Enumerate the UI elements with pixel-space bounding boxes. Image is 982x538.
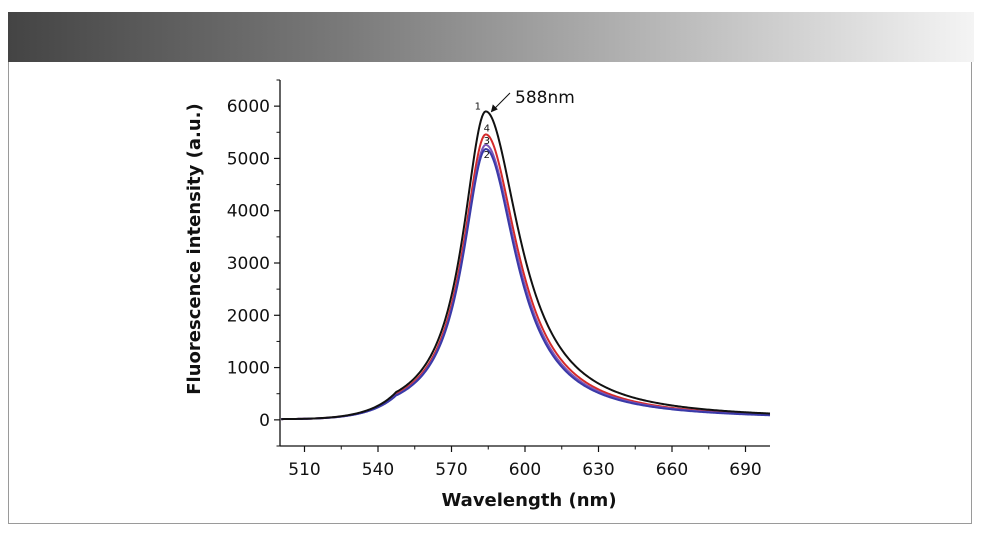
x-axis-title: Wavelength (nm) <box>441 490 616 511</box>
x-tick-label: 600 <box>509 460 541 480</box>
figure-frame <box>8 62 972 524</box>
y-tick-label: 6000 <box>227 97 270 117</box>
curve-label-4: 4 <box>484 123 490 134</box>
series-line-4 <box>281 133 771 421</box>
y-tick-label: 1000 <box>227 359 270 379</box>
curve-label-1: 1 <box>475 101 481 112</box>
y-tick-label: 4000 <box>227 202 270 222</box>
curve-label-3: 3 <box>484 136 490 147</box>
x-tick-label: 570 <box>435 460 467 480</box>
axes: 510 540 570 600 630 660 690 0 1000 2000 3000 4000 50… <box>227 79 770 480</box>
x-tick-label: 630 <box>582 460 614 480</box>
chart-labels: Wavelength (nm) Fluorescence intensity (a… <box>184 88 617 511</box>
x-tick-label: 540 <box>362 460 394 480</box>
annotation-arrow-head <box>490 104 498 113</box>
y-tick-label: 2000 <box>227 306 270 326</box>
x-tick-label: 510 <box>288 460 320 480</box>
series-line-1 <box>281 110 771 421</box>
y-tick-label: 3000 <box>227 254 270 274</box>
curves <box>281 110 771 421</box>
peak-annotation: 588nm <box>515 88 575 108</box>
curve-label-2: 2 <box>484 150 490 161</box>
y-tick-label: 0 <box>259 411 270 431</box>
header-gradient-bar <box>8 12 974 62</box>
y-axis-title: Fluorescence intensity (a.u.) <box>184 103 205 394</box>
x-tick-label: 690 <box>729 460 761 480</box>
series-line-2 <box>281 147 771 421</box>
y-tick-label: 5000 <box>227 149 270 169</box>
x-tick-label: 660 <box>656 460 688 480</box>
